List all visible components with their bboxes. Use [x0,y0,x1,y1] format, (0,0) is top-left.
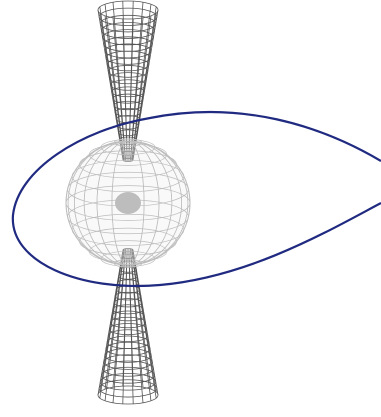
jet-south-meridian [130,248,144,388]
central-sphere [65,138,191,268]
jet-north-meridian [128,1,134,159]
jet-north-meridian [104,4,125,160]
orbit-curve [11,110,381,288]
jet-south-meridian [128,248,134,387]
jet-south-meridian [99,249,124,392]
jet-south-meridian [104,250,125,401]
jet-north-meridian [131,4,152,160]
jet-north-meridian [112,2,126,159]
jet-south-meridian [112,251,126,403]
jet-north-meridian [130,2,144,159]
jet-south-meridian [131,248,152,390]
jet-north-meridian [131,15,152,162]
jet-north-meridian [97,9,124,161]
jet-north-meridian [122,1,128,159]
jet-north-meridian [104,15,125,162]
jet-south-meridian [122,248,128,387]
jet-south-meridian [131,250,152,401]
jet-south-meridian [130,251,144,403]
jet-south-meridian [132,249,157,392]
jet-south-meridian [112,248,126,388]
jet-south-meridian [104,248,125,390]
sphere-core [115,192,141,214]
jet-south-cone [97,248,159,405]
jet-north-meridian [132,6,157,160]
jet-north-meridian [99,6,124,160]
sphere-meridian [67,140,189,266]
